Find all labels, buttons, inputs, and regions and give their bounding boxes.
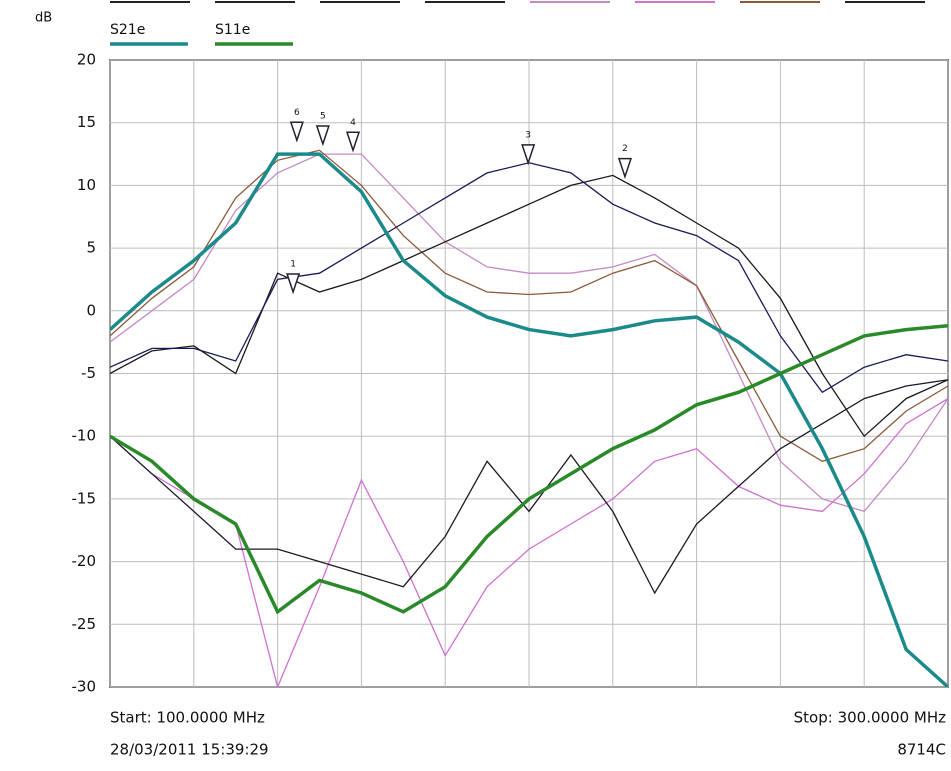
legend-label: S11e	[215, 22, 250, 38]
y-tick-label: 20	[77, 51, 96, 69]
marker-label: 4	[350, 118, 356, 128]
legend-label: S21e	[110, 22, 145, 38]
start-label: Start: 100.0000 MHz	[110, 709, 265, 727]
traces	[110, 149, 948, 687]
trace	[110, 149, 948, 463]
marker	[286, 273, 301, 295]
trace	[110, 379, 948, 595]
marker	[521, 144, 536, 166]
stop-label: Stop: 300.0000 MHz	[794, 709, 946, 727]
trace	[110, 398, 948, 687]
marker	[617, 157, 632, 179]
y-tick-label: 15	[77, 113, 96, 131]
trace	[110, 162, 948, 394]
y-axis-label: dB	[35, 11, 52, 26]
marker	[289, 121, 304, 143]
trace	[110, 152, 948, 687]
instrument-model: 8714C	[897, 741, 946, 759]
marker-label: 3	[525, 130, 531, 140]
trace	[110, 174, 948, 438]
y-tick-label: -25	[72, 615, 97, 633]
marker-label: 1	[290, 259, 296, 269]
marker-label: 2	[622, 144, 628, 154]
y-tick-label: 0	[86, 301, 96, 319]
marker-label: 6	[294, 108, 300, 118]
timestamp: 28/03/2011 15:39:29	[110, 741, 269, 759]
y-tick-label: -20	[72, 552, 97, 570]
y-tick-label: -30	[72, 678, 97, 696]
marker	[345, 131, 361, 153]
y-tick-label: 10	[77, 176, 96, 194]
y-tick-label: -5	[81, 364, 96, 382]
marker-label: 5	[320, 112, 326, 122]
trace	[110, 324, 948, 615]
marker	[315, 125, 330, 147]
y-tick-label: -10	[72, 427, 97, 445]
y-tick-label: -15	[72, 489, 97, 507]
y-tick-label: 5	[86, 239, 96, 257]
